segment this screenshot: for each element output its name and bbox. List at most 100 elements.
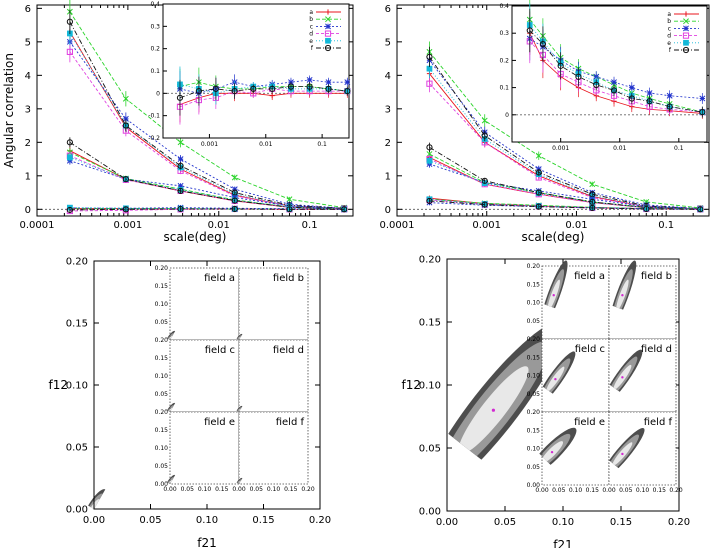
y-tick-label: 5: [25, 37, 31, 48]
data-point: [426, 53, 433, 61]
inset-data-point: [666, 103, 673, 110]
data-point: [535, 189, 542, 196]
data-point: [122, 95, 129, 102]
y-tick-label: 1: [25, 171, 31, 182]
data-point: [177, 162, 184, 169]
series-line: [429, 59, 701, 210]
inset-data-point: [610, 87, 618, 94]
field-label: field a: [574, 271, 605, 282]
field-y-tick-label: 0.00: [155, 481, 169, 488]
field-y-tick-label: 0.05: [155, 463, 169, 470]
data-point: [481, 132, 488, 139]
inset-series-line: [179, 86, 348, 99]
field-x-tick-label: 0.10: [198, 486, 212, 493]
legend-label: a: [309, 9, 313, 16]
x-tick-label: 0.15: [252, 515, 274, 526]
field-panel: field a 0.05 0.10 0.15 0.20: [155, 265, 240, 341]
data-point: [481, 201, 488, 208]
legend-marker: [325, 16, 331, 23]
series-line: [429, 158, 701, 210]
field-panel: field e0.000.050.100.150.200.00 0.05 0.10 0…: [155, 409, 240, 493]
field-label: field a: [204, 273, 235, 284]
y-tick-label: 0.05: [66, 443, 88, 454]
inset-data-point: [287, 83, 295, 90]
contour-panel-bottom-right: 0.00 0.05 0.10 0.15 0.200.000.050.100.150.20…: [402, 255, 691, 548]
field-y-tick-label: 0.15: [155, 355, 169, 362]
field-x-tick-label: 0.15: [215, 486, 229, 493]
data-point: [66, 206, 73, 214]
y-tick-label: 3: [25, 104, 31, 115]
field-y-tick-label: 0.15: [155, 427, 169, 434]
legend-label: c: [668, 25, 671, 32]
inset-data-point: [344, 79, 351, 86]
correlation-panel-top-right: 0.0001 0.001 0.01 0.1 0 1 2 3 4 5 6 scale(deg) 0.001…: [380, 0, 710, 244]
y-tick-label: 5: [385, 37, 391, 48]
y-axis-label: Angular correlation: [2, 53, 16, 168]
inset-data-point: [646, 90, 653, 96]
x-tick-label: 0.15: [610, 517, 632, 528]
inset-frame: [162, 3, 350, 139]
inset-data-point: [699, 108, 706, 116]
x-tick-label: 0.01: [208, 220, 230, 231]
x-tick-label: 0.0001: [380, 220, 415, 231]
field-x-tick-label: 0.10: [569, 487, 583, 494]
field-x-tick-label: 0.15: [284, 486, 298, 493]
series-f-group-2: [426, 142, 704, 213]
field-label: field b: [641, 271, 672, 282]
inset-y-tick-label: -0.1: [148, 113, 160, 120]
y-tick-label: 0.15: [419, 318, 441, 329]
field-y-tick-label: 0.05: [527, 464, 541, 471]
inset-data-point: [231, 88, 238, 95]
data-point: [286, 196, 293, 203]
data-point: [67, 154, 73, 161]
y-tick-label: 1: [385, 171, 391, 182]
inset-data-point: [539, 40, 546, 48]
series-b-group-1: [426, 41, 704, 211]
legend-label: e: [309, 38, 313, 45]
data-point: [66, 18, 73, 25]
inset-series-line: [529, 33, 703, 114]
x-axis-label: scale(deg): [522, 230, 585, 244]
data-point: [535, 166, 542, 173]
data-point: [426, 80, 433, 87]
data-point: [481, 117, 488, 124]
legend-marker: [683, 39, 689, 46]
inset-data-point: [269, 92, 275, 99]
x-tick-label: 0.05: [494, 517, 516, 528]
series-line: [429, 83, 701, 210]
data-point: [231, 197, 238, 204]
inset-frame: [511, 5, 708, 143]
legend-marker: [683, 25, 689, 32]
series-line: [429, 199, 701, 210]
field-x-tick-label: 0.10: [636, 487, 650, 494]
series-line: [429, 56, 701, 210]
inset-data-point: [250, 85, 257, 92]
inset-data-point: [344, 88, 351, 95]
series-line: [69, 11, 345, 209]
y-tick-label: 0.00: [66, 505, 88, 516]
field-frame: [608, 411, 677, 486]
inset-x-tick-label: 0.001: [552, 145, 569, 152]
x-tick-label: 0.00: [436, 517, 458, 528]
field-x-tick-label: 0.00: [602, 487, 616, 494]
field-best-fit-point: [550, 450, 554, 454]
field-label: field d: [641, 344, 672, 355]
field-y-tick-label: 0.20: [155, 409, 169, 416]
data-point: [426, 157, 433, 164]
x-tick-label: 0.20: [668, 517, 690, 528]
data-point: [535, 152, 542, 159]
field-frame: [608, 265, 677, 340]
inset-data-point: [628, 84, 635, 91]
inset-data-point: [269, 85, 276, 92]
y-tick-label: 2: [25, 138, 31, 149]
data-point: [481, 177, 488, 184]
field-y-tick-label: 0.10: [527, 446, 541, 453]
x-tick-label: 0.20: [309, 515, 331, 526]
field-panel: field f 0.00 0.05 0.10 0.15 0.20: [600, 411, 683, 494]
field-y-tick-label: 0.10: [155, 445, 169, 452]
field-panel: field a 0.05 0.10 0.15 0.20: [527, 260, 610, 340]
field-best-fit-point: [621, 294, 624, 297]
series-f-group-3: [426, 197, 704, 213]
inset-data-point: [575, 73, 582, 80]
